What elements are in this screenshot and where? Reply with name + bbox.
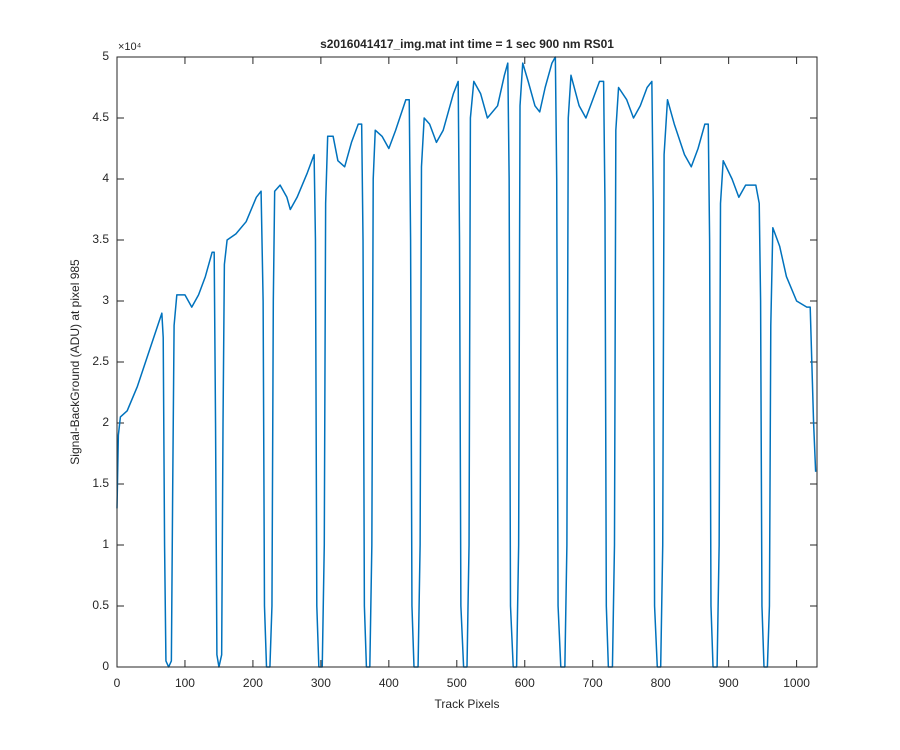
x-tick-label: 700: [583, 676, 603, 690]
x-tick-label: 800: [651, 676, 671, 690]
x-tick-label: 200: [243, 676, 263, 690]
chart-title: s2016041417_img.mat int time = 1 sec 900…: [320, 37, 614, 51]
x-tick-label: 900: [719, 676, 739, 690]
y-tick-label: 0: [102, 659, 109, 673]
x-tick-label: 400: [379, 676, 399, 690]
x-tick-label: 600: [515, 676, 535, 690]
x-tick-label: 500: [447, 676, 467, 690]
y-tick-label: 4.5: [92, 110, 109, 124]
y-tick-label: 2: [102, 415, 109, 429]
y-tick-label: 1: [102, 537, 109, 551]
y-tick-label: 5: [102, 49, 109, 63]
axes-box: [116, 56, 818, 668]
y-tick-label: 3.5: [92, 232, 109, 246]
x-tick-label: 1000: [783, 676, 810, 690]
y-tick-label: 2.5: [92, 354, 109, 368]
y-axis-label: Signal-BackGround (ADU) at pixel 985: [68, 259, 82, 465]
y-tick-label: 1.5: [92, 476, 109, 490]
x-tick-label: 100: [175, 676, 195, 690]
x-tick-label: 0: [114, 676, 121, 690]
x-axis-label: Track Pixels: [435, 697, 500, 711]
y-scale-label: ×10⁴: [118, 41, 142, 53]
y-tick-label: 4: [102, 171, 109, 185]
y-tick-label: 0.5: [92, 598, 109, 612]
x-tick-label: 300: [311, 676, 331, 690]
y-tick-label: 3: [102, 293, 109, 307]
